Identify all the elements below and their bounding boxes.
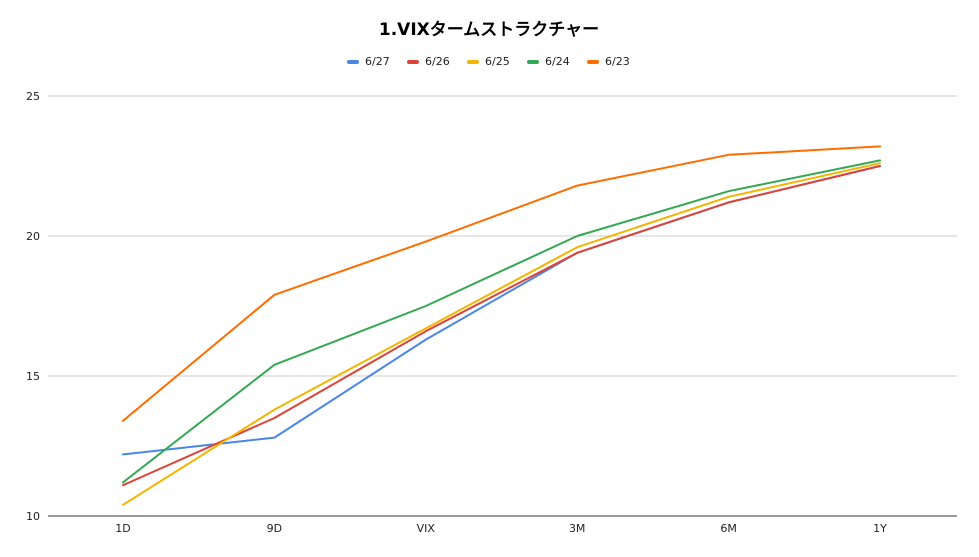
legend-swatch	[347, 60, 359, 64]
series-line-6-27	[122, 165, 881, 456]
y-tick-label: 10	[26, 510, 40, 523]
legend-label: 6/27	[365, 55, 390, 68]
legend: 6/27 6/26 6/25 6/24 6/23	[347, 55, 630, 68]
legend-label: 6/23	[605, 55, 630, 68]
series-line-6-25	[122, 162, 881, 506]
legend-label: 6/24	[545, 55, 570, 68]
x-tick-label: 6M	[720, 522, 737, 535]
gridlines	[48, 95, 957, 377]
axes: 10 15 20 25 1D 9D VIX 3M 6M 1Y	[26, 90, 957, 535]
y-tick-label: 15	[26, 370, 40, 383]
legend-label: 6/26	[425, 55, 450, 68]
legend-swatch	[407, 60, 419, 64]
x-tick-label: VIX	[417, 522, 436, 535]
y-tick-label: 25	[26, 90, 40, 103]
series-line-6-26	[122, 165, 881, 487]
x-tick-label: 3M	[569, 522, 586, 535]
legend-label: 6/25	[485, 55, 510, 68]
legend-swatch	[467, 60, 479, 64]
legend-swatch	[587, 60, 599, 64]
x-tick-label: 9D	[267, 522, 282, 535]
series-line-6-23	[122, 145, 881, 422]
y-tick-label: 20	[26, 230, 40, 243]
series-line-6-24	[122, 159, 881, 484]
legend-swatch	[527, 60, 539, 64]
series-lines	[122, 145, 881, 506]
x-tick-label: 1Y	[873, 522, 887, 535]
chart-title: 1.VIXタームストラクチャー	[379, 20, 599, 40]
x-tick-label: 1D	[115, 522, 130, 535]
